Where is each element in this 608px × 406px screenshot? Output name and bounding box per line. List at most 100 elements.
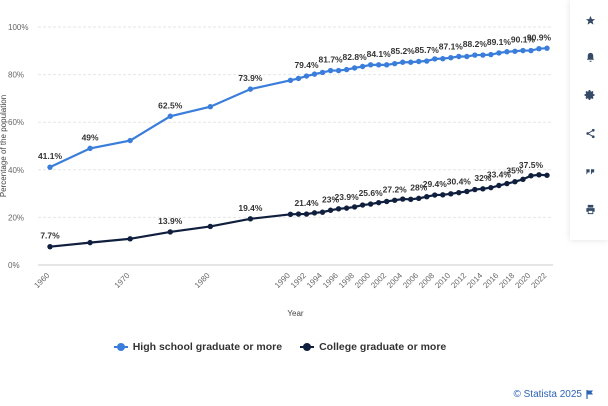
data-point[interactable] bbox=[440, 192, 446, 198]
legend-item-high-school[interactable]: High school graduate or more bbox=[113, 341, 282, 353]
data-point[interactable] bbox=[520, 176, 526, 183]
data-point[interactable] bbox=[536, 172, 542, 178]
data-point[interactable] bbox=[408, 196, 414, 203]
data-point[interactable] bbox=[496, 182, 502, 189]
data-point[interactable] bbox=[327, 207, 334, 213]
data-point[interactable] bbox=[391, 60, 398, 67]
data-point[interactable] bbox=[416, 195, 422, 202]
data-point[interactable] bbox=[367, 201, 374, 207]
print-button[interactable] bbox=[578, 197, 602, 221]
data-point[interactable] bbox=[359, 202, 366, 208]
data-point[interactable] bbox=[424, 193, 430, 200]
data-point[interactable] bbox=[488, 184, 494, 191]
data-point[interactable] bbox=[127, 137, 133, 144]
data-point[interactable] bbox=[167, 229, 173, 235]
data-point[interactable] bbox=[87, 145, 93, 152]
data-point[interactable] bbox=[456, 189, 462, 196]
data-point[interactable] bbox=[375, 199, 382, 206]
data-point[interactable] bbox=[391, 197, 398, 203]
data-point[interactable] bbox=[544, 45, 550, 51]
data-point[interactable] bbox=[47, 164, 53, 170]
data-point[interactable] bbox=[432, 56, 438, 62]
data-point[interactable] bbox=[47, 243, 53, 250]
data-point[interactable] bbox=[416, 58, 422, 65]
data-point[interactable] bbox=[512, 48, 518, 54]
x-tick-label: 1996 bbox=[321, 271, 340, 290]
data-point[interactable] bbox=[432, 192, 438, 198]
notification-button[interactable] bbox=[578, 45, 602, 69]
data-point[interactable] bbox=[400, 196, 406, 202]
data-point[interactable] bbox=[440, 55, 446, 62]
data-point[interactable] bbox=[87, 239, 93, 246]
data-point[interactable] bbox=[287, 211, 294, 218]
data-label: 89.1% bbox=[487, 37, 512, 47]
x-tick-label: 2010 bbox=[433, 271, 452, 290]
data-point[interactable] bbox=[383, 62, 390, 68]
data-point[interactable] bbox=[207, 223, 214, 230]
data-point[interactable] bbox=[496, 50, 502, 56]
data-point[interactable] bbox=[335, 206, 342, 212]
data-point[interactable] bbox=[512, 179, 518, 185]
data-point[interactable] bbox=[456, 53, 462, 60]
data-point[interactable] bbox=[351, 204, 358, 210]
data-point[interactable] bbox=[488, 51, 494, 58]
data-point[interactable] bbox=[303, 73, 310, 79]
data-point[interactable] bbox=[167, 113, 173, 119]
data-point[interactable] bbox=[327, 67, 334, 74]
statista-credit[interactable]: © Statista 2025 bbox=[513, 389, 594, 400]
legend-item-college[interactable]: College graduate or more bbox=[300, 341, 446, 353]
data-point[interactable] bbox=[472, 52, 478, 58]
data-point[interactable] bbox=[504, 180, 510, 187]
share-icon bbox=[585, 128, 595, 138]
data-point[interactable] bbox=[335, 67, 342, 74]
data-point[interactable] bbox=[127, 236, 133, 242]
settings-button[interactable] bbox=[578, 83, 602, 107]
data-point[interactable] bbox=[295, 75, 302, 82]
data-point[interactable] bbox=[375, 62, 382, 68]
data-point[interactable] bbox=[464, 53, 470, 60]
data-label: 19.4% bbox=[238, 203, 263, 213]
data-point[interactable] bbox=[544, 172, 550, 178]
data-point[interactable] bbox=[287, 77, 294, 84]
data-point[interactable] bbox=[359, 63, 366, 70]
data-label: 81.7% bbox=[319, 55, 344, 65]
data-point[interactable] bbox=[247, 86, 254, 92]
x-tick-label: 1980 bbox=[193, 271, 212, 290]
data-point[interactable] bbox=[480, 186, 486, 192]
data-point[interactable] bbox=[528, 47, 534, 54]
data-point[interactable] bbox=[528, 173, 534, 179]
data-label: 29.4% bbox=[423, 179, 448, 189]
data-point[interactable] bbox=[295, 211, 302, 217]
data-point[interactable] bbox=[303, 211, 310, 217]
legend-swatch-high-school bbox=[113, 343, 128, 351]
data-point[interactable] bbox=[207, 104, 214, 110]
data-point[interactable] bbox=[311, 210, 318, 216]
data-point[interactable] bbox=[408, 59, 414, 65]
cite-button[interactable] bbox=[578, 159, 602, 183]
data-label: 85.7% bbox=[415, 45, 440, 55]
data-point[interactable] bbox=[351, 65, 358, 71]
data-point[interactable] bbox=[448, 191, 454, 197]
data-point[interactable] bbox=[472, 186, 478, 193]
x-tick-label: 1970 bbox=[113, 271, 132, 290]
data-point[interactable] bbox=[424, 58, 430, 64]
data-point[interactable] bbox=[448, 55, 454, 61]
y-tick-label: 0% bbox=[8, 261, 20, 270]
data-point[interactable] bbox=[343, 205, 350, 211]
data-point[interactable] bbox=[247, 216, 254, 222]
data-point[interactable] bbox=[383, 198, 390, 205]
data-point[interactable] bbox=[520, 47, 526, 54]
data-point[interactable] bbox=[319, 209, 326, 215]
data-label: 73.9% bbox=[238, 73, 263, 83]
data-point[interactable] bbox=[311, 71, 318, 77]
data-point[interactable] bbox=[367, 62, 374, 68]
data-point[interactable] bbox=[536, 45, 542, 52]
data-point[interactable] bbox=[400, 59, 406, 65]
share-button[interactable] bbox=[578, 121, 602, 145]
data-point[interactable] bbox=[504, 49, 510, 55]
data-point[interactable] bbox=[480, 52, 486, 58]
data-point[interactable] bbox=[343, 66, 350, 73]
data-point[interactable] bbox=[464, 188, 470, 195]
favorite-button[interactable] bbox=[578, 8, 602, 32]
data-point[interactable] bbox=[319, 69, 326, 76]
